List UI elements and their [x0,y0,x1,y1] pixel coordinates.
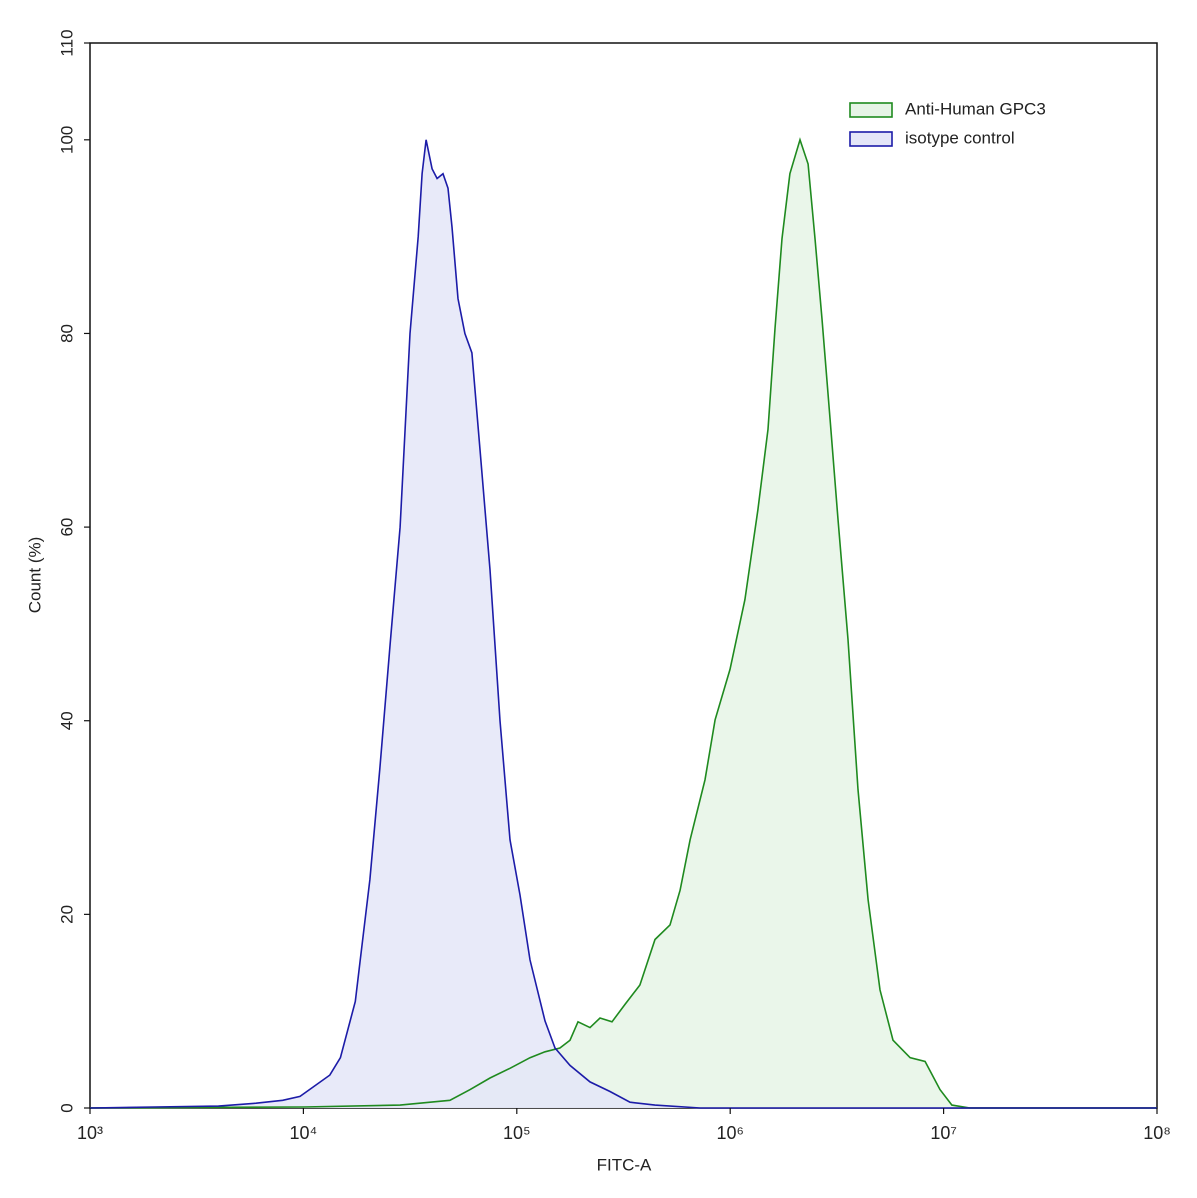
legend-label: Anti-Human GPC3 [905,99,1046,118]
x-tick-label: 10⁶ [716,1123,743,1143]
y-tick-label: 60 [57,518,76,537]
y-axis-label: Count (%) [25,537,44,614]
plot-frame [89,42,1158,1109]
x-axis-label: FITC-A [597,1155,652,1174]
x-tick-label: 10³ [77,1123,103,1143]
x-tick-label: 10⁷ [930,1123,957,1143]
legend-swatch [849,131,893,147]
histogram-line [89,139,1157,1109]
histogram-area [90,139,1157,1109]
x-tick-label: 10⁸ [1143,1123,1171,1143]
y-tick-label: 40 [57,711,76,730]
y-tick-label: 80 [57,324,76,343]
histogram-area [90,139,1157,1109]
x-tick-label: 10⁵ [503,1123,530,1143]
y-tick-label: 110 [57,29,76,56]
y-tick-label: 100 [57,126,76,154]
histogram-line [89,137,1157,1109]
legend-swatch [849,102,893,118]
legend-label: isotype control [905,128,1015,147]
x-tick-label: 10⁴ [290,1123,318,1143]
y-tick-label: 0 [57,1103,76,1112]
y-tick-label: 20 [57,905,76,924]
